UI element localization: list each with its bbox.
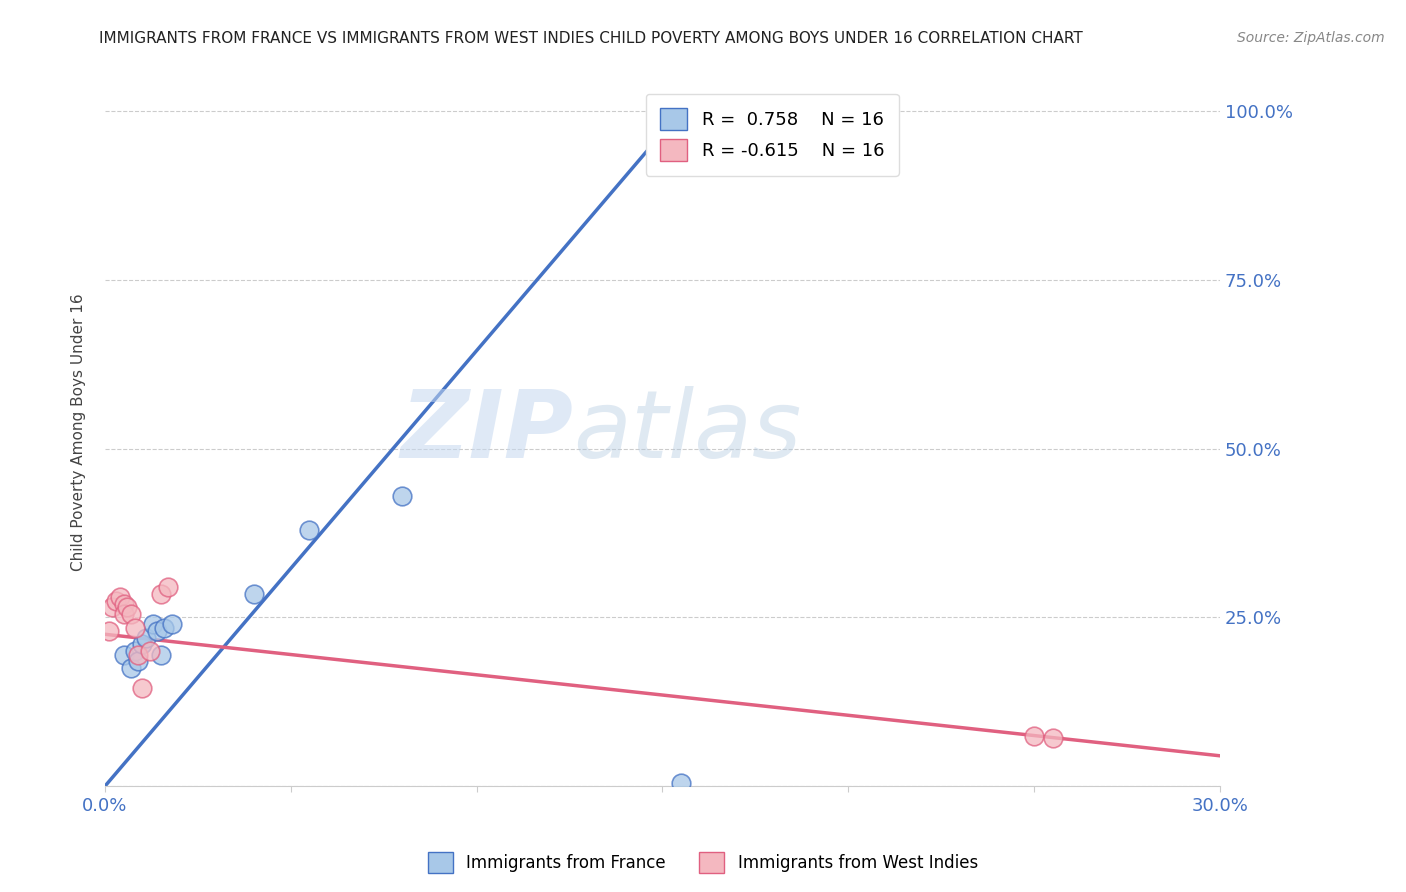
- Text: ZIP: ZIP: [401, 386, 574, 478]
- Point: [298, 523, 321, 537]
- Point: [131, 681, 153, 696]
- Point: [105, 593, 128, 607]
- Point: [120, 661, 142, 675]
- Point: [127, 648, 149, 662]
- Point: [108, 590, 131, 604]
- Point: [242, 587, 264, 601]
- Point: [669, 776, 692, 790]
- Text: Source: ZipAtlas.com: Source: ZipAtlas.com: [1237, 31, 1385, 45]
- Y-axis label: Child Poverty Among Boys Under 16: Child Poverty Among Boys Under 16: [72, 293, 86, 571]
- Point: [142, 617, 165, 632]
- Point: [131, 637, 153, 651]
- Point: [117, 600, 139, 615]
- Point: [157, 580, 180, 594]
- Point: [669, 124, 692, 138]
- Point: [112, 607, 135, 621]
- Point: [1042, 731, 1064, 745]
- Point: [120, 607, 142, 621]
- Point: [135, 631, 157, 645]
- Text: IMMIGRANTS FROM FRANCE VS IMMIGRANTS FROM WEST INDIES CHILD POVERTY AMONG BOYS U: IMMIGRANTS FROM FRANCE VS IMMIGRANTS FRO…: [98, 31, 1083, 46]
- Legend: Immigrants from France, Immigrants from West Indies: Immigrants from France, Immigrants from …: [422, 846, 984, 880]
- Point: [124, 621, 146, 635]
- Point: [153, 621, 176, 635]
- Point: [160, 617, 183, 632]
- Point: [112, 648, 135, 662]
- Point: [146, 624, 169, 638]
- Point: [101, 600, 124, 615]
- Point: [112, 597, 135, 611]
- Point: [149, 587, 172, 601]
- Point: [138, 644, 160, 658]
- Point: [149, 648, 172, 662]
- Point: [127, 654, 149, 668]
- Point: [391, 489, 413, 503]
- Legend: R =  0.758    N = 16, R = -0.615    N = 16: R = 0.758 N = 16, R = -0.615 N = 16: [645, 94, 898, 176]
- Text: atlas: atlas: [574, 386, 801, 477]
- Point: [124, 644, 146, 658]
- Point: [97, 624, 120, 638]
- Point: [1022, 729, 1045, 743]
